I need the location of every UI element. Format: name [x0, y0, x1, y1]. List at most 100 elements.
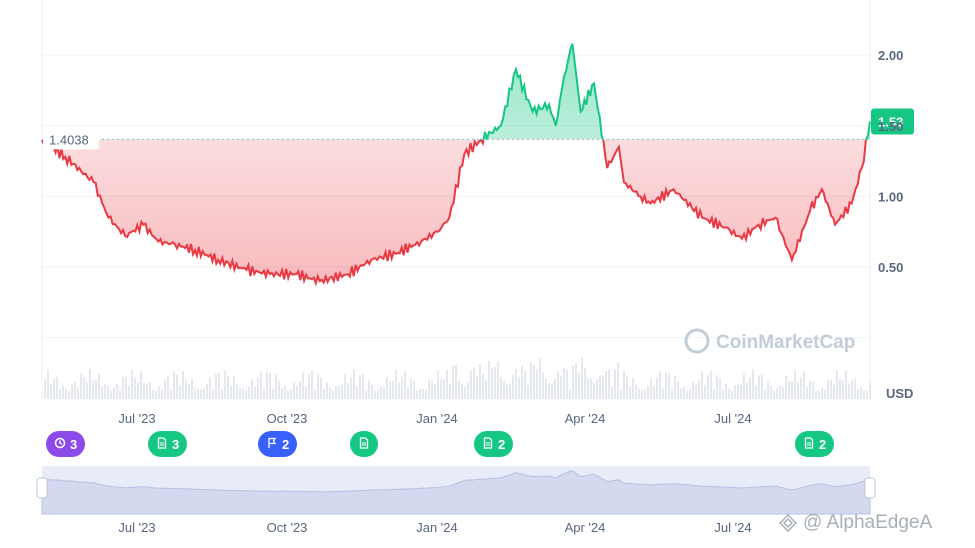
volume-bar [857, 389, 859, 399]
volume-bar [326, 382, 328, 399]
volume-bar [662, 388, 664, 399]
volume-bar [482, 373, 484, 399]
volume-bar [434, 384, 436, 399]
volume-bar [284, 385, 286, 399]
history-icon [54, 437, 66, 452]
volume-bar [359, 375, 361, 399]
volume-bar [449, 383, 451, 399]
volume-bar [575, 363, 577, 399]
volume-bar [362, 374, 364, 399]
volume-bar [215, 374, 217, 399]
event-badge[interactable]: 3 [46, 431, 86, 457]
volume-bar [68, 390, 70, 399]
volume-bar [839, 378, 841, 399]
event-count: 2 [282, 436, 290, 452]
volume-bar [863, 390, 865, 399]
volume-bar [263, 389, 265, 399]
volume-bar [584, 368, 586, 399]
diamond-icon [779, 514, 797, 532]
navigator-tick-label: Oct '23 [267, 520, 308, 535]
volume-bar [515, 368, 517, 399]
volume-bar [686, 390, 688, 399]
x-tick-label: Oct '23 [267, 411, 308, 426]
volume-bar [71, 384, 73, 399]
volume-bar [602, 374, 604, 399]
event-badge[interactable]: 2 [258, 431, 298, 457]
volume-bar [854, 378, 856, 399]
navigator-handle[interactable] [36, 477, 48, 499]
volume-bar [278, 380, 280, 399]
volume-bar [275, 374, 277, 399]
logo-text: CoinMarketCap [716, 332, 855, 353]
volume-bar [89, 369, 91, 399]
volume-bar [218, 372, 220, 399]
volume-bar [578, 372, 580, 399]
volume-bar [221, 389, 223, 399]
volume-bar [413, 381, 415, 399]
volume-bar [749, 377, 751, 399]
volume-bar [734, 385, 736, 399]
volume-bar [518, 377, 520, 399]
coinmarketcap-logo: CoinMarketCap [684, 328, 855, 354]
volume-bar [116, 383, 118, 399]
volume-bar [134, 377, 136, 399]
volume-bar [785, 376, 787, 399]
volume-bar [491, 367, 493, 399]
volume-bar [329, 387, 331, 399]
volume-bar [80, 373, 82, 399]
volume-bar [320, 377, 322, 399]
volume-bar [287, 390, 289, 399]
volume-bar [254, 387, 256, 399]
volume-bar [632, 377, 634, 399]
volume-bar [350, 377, 352, 399]
volume-bar [131, 369, 133, 399]
volume-bar [818, 390, 820, 399]
volume-bar [140, 371, 142, 399]
volume-bar [62, 385, 64, 399]
volume-bar [512, 375, 514, 399]
document-icon [803, 436, 815, 452]
volume-bar [95, 380, 97, 399]
volume-bar [761, 374, 763, 399]
volume-bar [356, 386, 358, 399]
volume-bar [698, 380, 700, 399]
volume-bar [479, 363, 481, 399]
volume-bar [752, 369, 754, 399]
volume-bar [851, 380, 853, 399]
volume-bar [488, 360, 490, 399]
volume-bar [677, 381, 679, 399]
navigator-handle[interactable] [864, 477, 876, 499]
volume-bar [77, 387, 79, 399]
event-badge[interactable] [350, 431, 378, 457]
volume-bar [110, 390, 112, 399]
volume-bar [638, 388, 640, 399]
volume-bar [146, 383, 148, 399]
event-badge[interactable]: 2 [474, 431, 514, 457]
event-badge[interactable]: 3 [148, 431, 188, 457]
volume-bar [593, 382, 595, 399]
navigator-series [41, 469, 871, 515]
volume-bar [773, 390, 775, 399]
volume-bar [416, 390, 418, 399]
volume-bar [299, 381, 301, 399]
volume-bar [566, 369, 568, 399]
volume-bar [596, 379, 598, 399]
event-count: 3 [172, 436, 180, 452]
volume-bar [653, 386, 655, 399]
event-count: 2 [819, 436, 827, 452]
volume-bar [281, 388, 283, 399]
volume-bar [239, 387, 241, 399]
volume-bar [257, 377, 259, 399]
volume-bar [866, 390, 868, 399]
volume-bar [683, 386, 685, 399]
volume-bars [44, 357, 871, 399]
volume-bar [398, 382, 400, 399]
volume-bar [179, 385, 181, 399]
event-badge[interactable]: 2 [795, 431, 835, 457]
volume-bar [341, 384, 343, 399]
volume-bar [767, 381, 769, 399]
volume-bar [446, 369, 448, 399]
volume-bar [485, 380, 487, 399]
volume-bar [197, 389, 199, 399]
